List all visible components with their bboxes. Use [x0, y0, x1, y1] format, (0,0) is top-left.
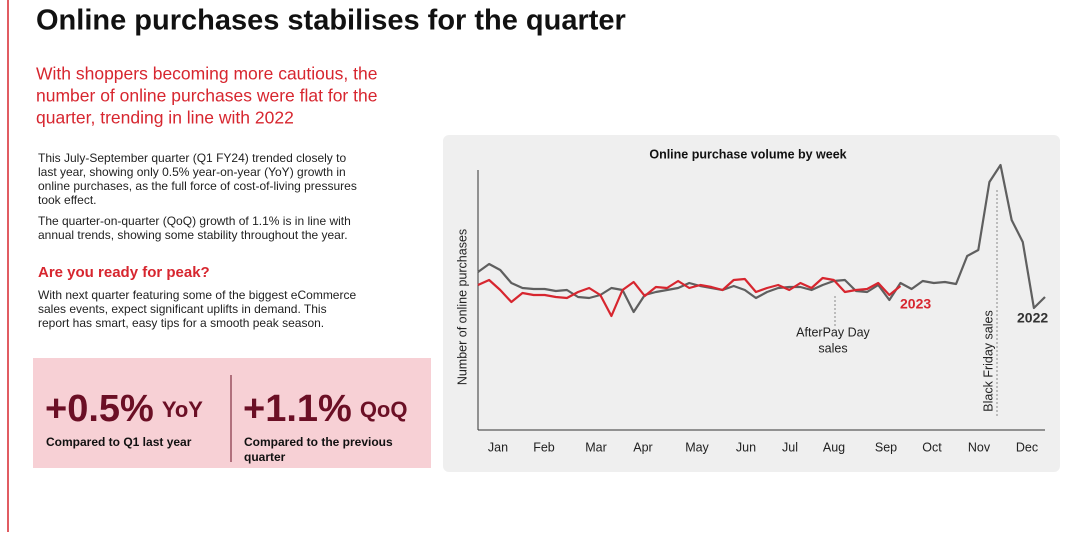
stat-number: +1.1%	[243, 388, 352, 430]
x-tick-label: Oct	[922, 440, 942, 454]
stat-caption: Compared to the previous	[244, 435, 393, 449]
subtitle-line: With shoppers becoming more cautious, th…	[36, 64, 377, 84]
section-heading: Are you ready for peak?	[38, 264, 210, 281]
annotation-text: Black Friday sales	[981, 310, 995, 411]
series-line	[477, 163, 1046, 314]
section-line: sales events, expect significant uplifts…	[38, 302, 327, 316]
stat-caption: Compared to Q1 last year	[46, 435, 192, 449]
x-tick-label: Apr	[633, 440, 652, 454]
x-tick-label: Nov	[968, 440, 991, 454]
section-line: report has smart, easy tips for a smooth…	[38, 316, 324, 330]
x-tick-label: Sep	[875, 440, 897, 454]
stats-box	[33, 358, 431, 468]
stat-number: +0.5%	[45, 388, 154, 430]
stat-caption: quarter	[244, 450, 286, 464]
body-line: The quarter-on-quarter (QoQ) growth of 1…	[38, 214, 351, 228]
subtitle-line: number of online purchases were flat for…	[36, 86, 377, 106]
body-line: online purchases, as the full force of c…	[38, 179, 357, 193]
x-tick-label: Dec	[1016, 440, 1038, 454]
page-title: Online purchases stabilises for the quar…	[36, 5, 626, 37]
x-tick-label: Aug	[823, 440, 845, 454]
subtitle-line: quarter, trending in line with 2022	[36, 108, 294, 128]
stat-value: +0.5% YoY	[45, 388, 203, 430]
y-axis-label: Number of online purchases	[455, 229, 469, 385]
x-tick-label: Jan	[488, 440, 508, 454]
series-line	[477, 276, 902, 318]
annotation-text: AfterPay Day	[796, 325, 870, 339]
stat-value: +1.1% QoQ	[243, 388, 407, 430]
body-line: last year, showing only 0.5% year-on-yea…	[38, 165, 346, 179]
body-line: annual trends, showing some stability th…	[38, 228, 348, 242]
x-tick-label: May	[685, 440, 709, 454]
chart-panel	[443, 135, 1060, 472]
section-line: With next quarter featuring some of the …	[38, 288, 356, 302]
chart-title: Online purchase volume by week	[649, 147, 846, 161]
body-line: took effect.	[38, 193, 96, 207]
stat-unit: YoY	[162, 397, 203, 422]
x-tick-label: Mar	[585, 440, 607, 454]
body-line: This July-September quarter (Q1 FY24) tr…	[38, 151, 346, 165]
series-label: 2022	[1017, 310, 1048, 326]
series-label: 2023	[900, 296, 931, 312]
x-tick-label: Feb	[533, 440, 555, 454]
annotation-text: sales	[818, 341, 847, 355]
x-tick-label: Jul	[782, 440, 798, 454]
x-tick-label: Jun	[736, 440, 756, 454]
stat-unit: QoQ	[360, 397, 408, 422]
